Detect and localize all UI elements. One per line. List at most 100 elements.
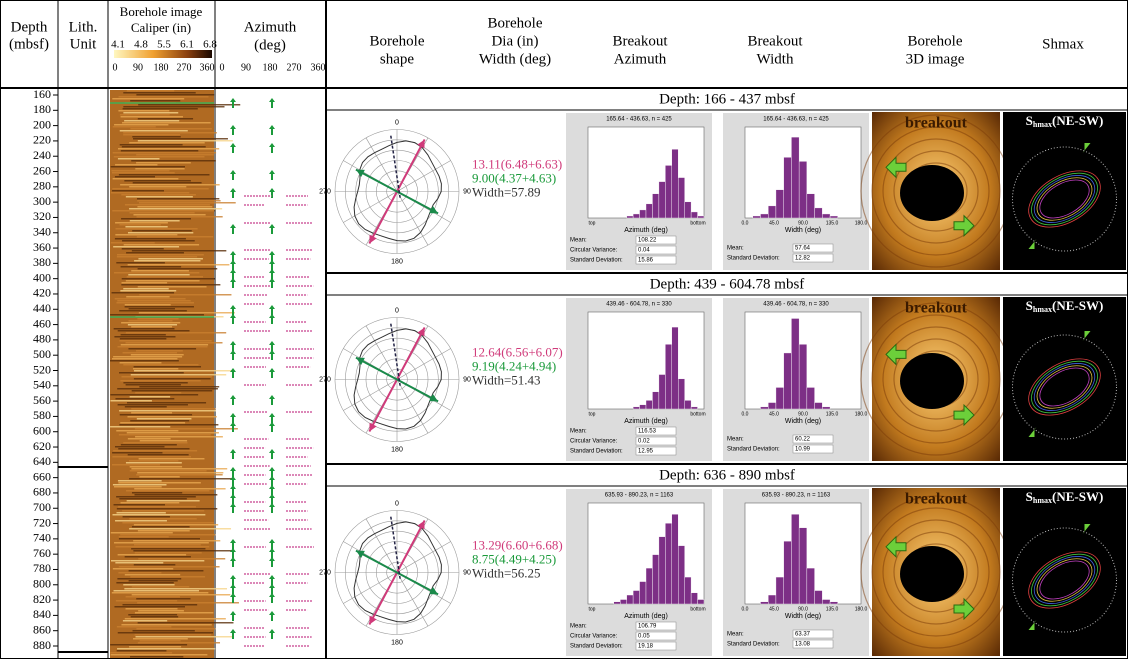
image-stripe (123, 620, 167, 622)
image-stripe (110, 314, 204, 316)
depth-tick-label: 700 (33, 500, 51, 514)
azimuth-arrowhead (269, 98, 275, 102)
hist-end-label: bottom (690, 411, 705, 417)
image-stripe (132, 594, 231, 596)
image-stripe (120, 114, 170, 116)
image-stripe (122, 248, 164, 250)
azimuth-arrowhead (269, 314, 275, 318)
histogram-bar (807, 568, 815, 604)
column-header: Azimuth (614, 51, 667, 67)
histogram-bar (698, 216, 704, 218)
histogram-bar (633, 591, 639, 604)
dia-max: 13.29(6.60+6.68) (472, 537, 563, 552)
image-stripe (129, 570, 204, 572)
shmax-title-part: (NE-SW) (1052, 113, 1103, 128)
azimuth-arrowhead (230, 449, 236, 453)
image-stripe (124, 244, 199, 246)
azimuth-arrowhead (269, 260, 275, 264)
azimuth-tick: 180 (263, 62, 278, 73)
azimuth-arrowhead (230, 557, 236, 561)
image-stripe (120, 290, 176, 292)
azimuth-arrowhead (230, 629, 236, 633)
image-stripe (138, 610, 184, 612)
image-stripe (132, 136, 180, 138)
polar-label: 90 (463, 188, 471, 195)
image-stripe (123, 92, 195, 94)
hist-tick: 90.0 (798, 411, 808, 417)
azimuth-arrowhead (230, 593, 236, 597)
header-label: Lith. (69, 19, 98, 35)
image-stripe (113, 126, 156, 128)
column-header: Borehole (370, 33, 425, 49)
image-stripe (134, 260, 200, 262)
azimuth-arrowhead (230, 125, 236, 129)
image-stripe (118, 482, 200, 484)
hist-tick: 0.0 (742, 411, 749, 417)
caliper-tick: 4.1 (111, 39, 125, 51)
azimuth-arrowhead (269, 494, 275, 498)
image-stripe (128, 438, 171, 440)
image-stripe (126, 490, 209, 492)
image-stripe (138, 258, 202, 260)
histogram-title: 635.93 - 890.23, n = 1163 (762, 493, 831, 499)
hist-tick: 90.0 (798, 220, 808, 226)
azimuth-arrowhead (269, 584, 275, 588)
stat-value: 63.37 (795, 632, 811, 638)
image-stripe (117, 512, 166, 514)
image-stripe (137, 198, 219, 200)
image-stripe (125, 618, 226, 620)
image-stripe (129, 308, 175, 310)
histogram-bar (830, 216, 838, 218)
stat-label: Mean: (570, 238, 587, 244)
depth-tick-label: 400 (33, 270, 51, 284)
hist-end-label: top (589, 411, 596, 417)
image-stripe (117, 648, 215, 650)
hist-tick: 45.0 (769, 606, 779, 612)
depth-tick-label: 320 (33, 209, 51, 223)
histogram-bar (652, 392, 658, 409)
stat-label: Standard Deviation: (727, 447, 780, 453)
image-tick: 360 (200, 62, 215, 73)
azimuth-arrowhead (269, 188, 275, 192)
image-tick: 90 (133, 62, 143, 73)
image-stripe (120, 130, 188, 132)
histogram-bar (698, 600, 704, 604)
image-stripe (131, 374, 227, 376)
image-stripe (114, 124, 168, 126)
image-stripe (112, 190, 164, 192)
header-label: Caliper (in) (131, 20, 191, 35)
azimuth-arrowhead (269, 629, 275, 633)
image-stripe (119, 310, 187, 312)
image-stripe (136, 598, 190, 600)
image-stripe (122, 522, 213, 524)
image-stripe (137, 236, 213, 238)
image-stripe (114, 486, 162, 488)
stat-value: 19.18 (638, 644, 654, 650)
image-stripe (115, 398, 174, 400)
column-header: Breakout (613, 33, 669, 49)
image-stripe (123, 288, 169, 290)
image-stripe (114, 328, 175, 330)
depth-tick-label: 460 (33, 316, 51, 330)
stat-label: Standard Deviation: (727, 642, 780, 648)
shmax-title-part: S (1026, 113, 1033, 128)
azimuth-arrowhead (269, 305, 275, 309)
azimuth-arrowhead (269, 278, 275, 282)
histogram-bar (776, 577, 784, 604)
image-stripe (119, 498, 187, 500)
histogram-bar (822, 407, 830, 409)
image-stripe (126, 280, 200, 282)
polar-label: 0 (395, 119, 399, 126)
image-stripe (119, 224, 160, 226)
dia-max: 13.11(6.48+6.63) (472, 156, 562, 171)
image-stripe (115, 562, 163, 564)
azimuth-tick: 0 (220, 62, 225, 73)
image-stripe (130, 128, 211, 130)
image-stripe (123, 442, 187, 444)
image-stripe (136, 94, 214, 96)
image-stripe (132, 230, 192, 232)
depth-tick-label: 520 (33, 362, 51, 376)
azimuth-arrowhead (230, 422, 236, 426)
image-stripe (125, 306, 194, 308)
azimuth-tick: 270 (287, 62, 302, 73)
